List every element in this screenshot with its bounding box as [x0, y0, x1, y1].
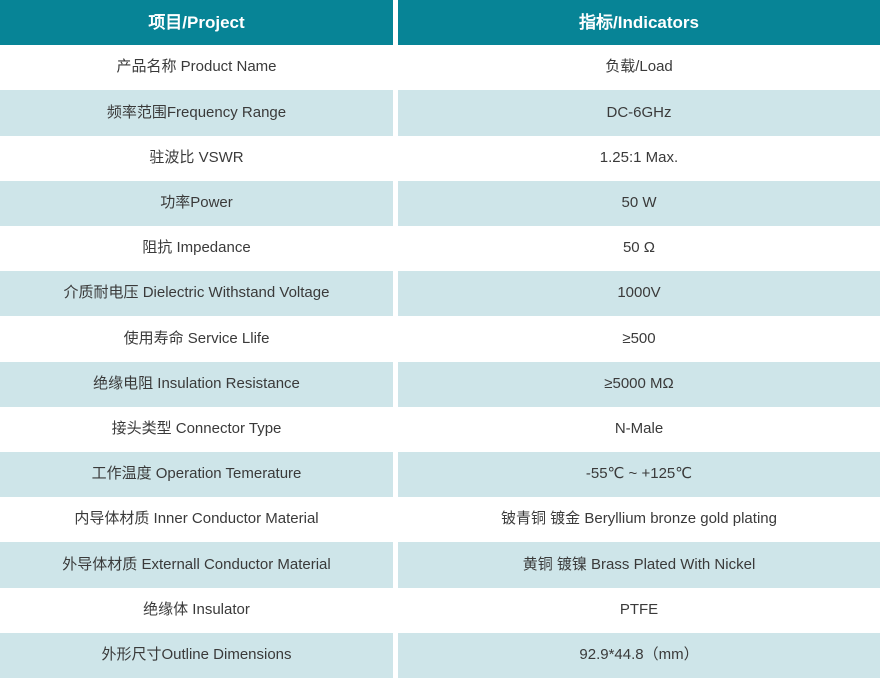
indicator-cell: PTFE [398, 587, 880, 633]
header-project: 项目/Project [0, 0, 393, 46]
indicator-cell: 50 Ω [398, 226, 880, 272]
project-cell: 绝缘电阻 Insulation Resistance [0, 361, 393, 407]
project-cell: 使用寿命 Service Llife [0, 316, 393, 362]
project-cell: 阻抗 Impedance [0, 226, 393, 272]
header-indicators: 指标/Indicators [398, 0, 880, 46]
indicator-cell: -55℃ ~ +125℃ [398, 452, 880, 498]
indicator-cell: 1.25:1 Max. [398, 135, 880, 181]
project-cell: 频率范围Frequency Range [0, 90, 393, 136]
indicator-cell: 92.9*44.8（mm） [398, 632, 880, 678]
indicator-cell: ≥500 [398, 316, 880, 362]
project-cell: 产品名称 Product Name [0, 45, 393, 91]
indicator-cell: DC-6GHz [398, 90, 880, 136]
indicator-cell: ≥5000 MΩ [398, 361, 880, 407]
project-cell: 驻波比 VSWR [0, 135, 393, 181]
indicator-cell: N-Male [398, 406, 880, 452]
project-cell: 内导体材质 Inner Conductor Material [0, 497, 393, 543]
indicator-cell: 50 W [398, 180, 880, 226]
project-cell: 工作温度 Operation Temerature [0, 452, 393, 498]
indicator-cell: 铍青铜 镀金 Beryllium bronze gold plating [398, 497, 880, 543]
indicator-cell: 负载/Load [398, 45, 880, 91]
project-cell: 功率Power [0, 180, 393, 226]
project-cell: 接头类型 Connector Type [0, 406, 393, 452]
project-cell: 介质耐电压 Dielectric Withstand Voltage [0, 271, 393, 317]
indicator-cell: 1000V [398, 271, 880, 317]
indicator-cell: 黄铜 镀镍 Brass Plated With Nickel [398, 542, 880, 588]
project-cell: 外导体材质 Externall Conductor Material [0, 542, 393, 588]
project-cell: 绝缘体 Insulator [0, 587, 393, 633]
project-cell: 外形尺寸Outline Dimensions [0, 632, 393, 678]
